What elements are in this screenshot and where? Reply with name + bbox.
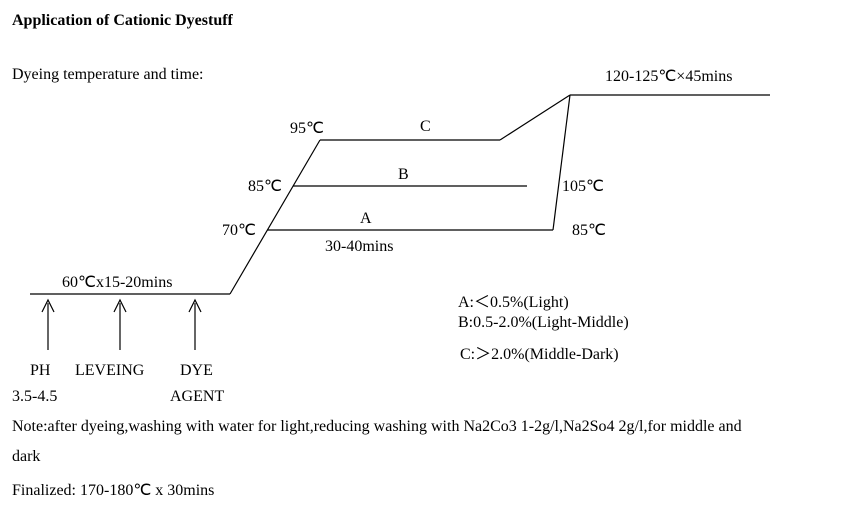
label-ph-value: 3.5-4.5	[12, 388, 57, 406]
legend-b: B:0.5-2.0%(Light-Middle)	[458, 314, 629, 332]
label-leveling: LEVEING	[75, 362, 144, 380]
right-diagonal-line	[553, 95, 570, 230]
label-95c: 95℃	[290, 118, 324, 138]
legend-c: C:＞2.0%(Middle-Dark)	[460, 340, 619, 364]
label-hold-c: C	[420, 118, 431, 136]
legend-a: A:＜0.5%(Light)	[458, 288, 569, 312]
label-final-hold: 120-125℃×45mins	[605, 66, 732, 86]
page-root: Application of Cationic Dyestuff Dyeing …	[0, 0, 862, 518]
label-ph: PH	[30, 362, 50, 380]
label-85c-right: 85℃	[572, 220, 606, 240]
ramp-up-2-line	[500, 95, 570, 140]
label-hold-a: A	[360, 210, 372, 228]
ramp-up-line	[230, 140, 320, 294]
label-70c: 70℃	[222, 220, 256, 240]
label-85c-left: 85℃	[248, 176, 282, 196]
label-105c: 105℃	[562, 176, 604, 196]
label-hold-duration: 30-40mins	[325, 238, 393, 256]
note-line-1: Note:after dyeing,washing with water for…	[12, 418, 852, 436]
process-diagram	[0, 0, 862, 518]
label-dye: DYE	[180, 362, 213, 380]
finalized-line: Finalized: 170-180℃ x 30mins	[12, 480, 214, 500]
label-agent: AGENT	[170, 388, 224, 406]
note-line-2: dark	[12, 448, 40, 466]
label-60c: 60℃x15-20mins	[62, 272, 172, 292]
label-hold-b: B	[398, 166, 409, 184]
